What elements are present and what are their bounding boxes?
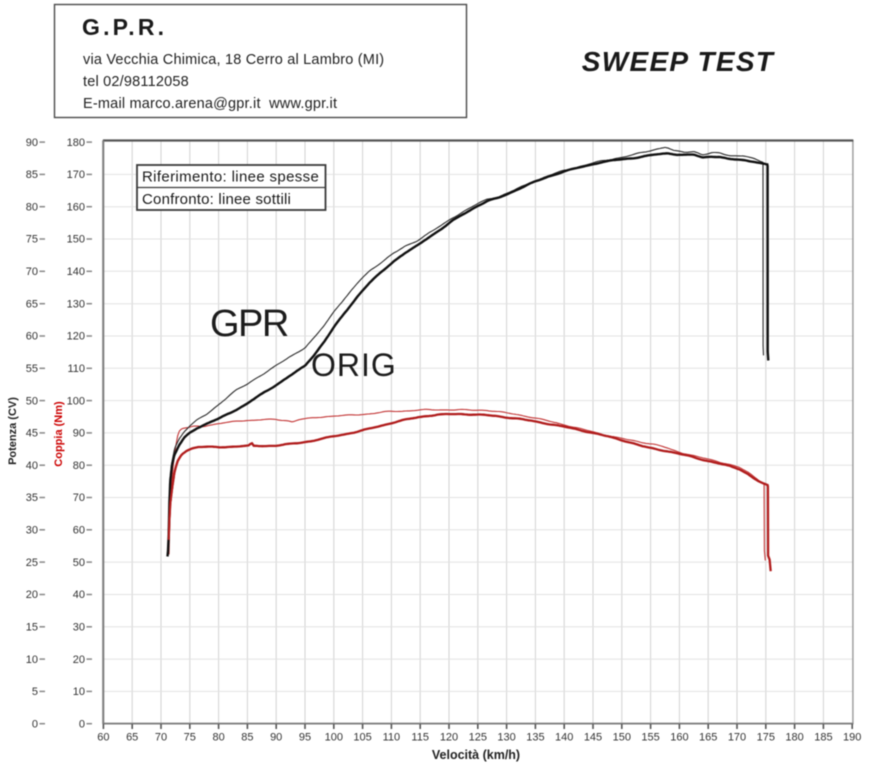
svg-text:40: 40 bbox=[73, 589, 85, 601]
svg-text:110: 110 bbox=[67, 363, 85, 375]
svg-text:135: 135 bbox=[526, 732, 544, 744]
svg-text:0: 0 bbox=[79, 718, 85, 730]
svg-text:150: 150 bbox=[613, 732, 631, 744]
svg-text:Confronto: linee sottili: Confronto: linee sottili bbox=[142, 191, 291, 208]
svg-text:ORIG: ORIG bbox=[311, 347, 397, 383]
svg-text:170: 170 bbox=[728, 732, 746, 744]
svg-text:60: 60 bbox=[97, 732, 109, 744]
svg-text:70: 70 bbox=[155, 732, 167, 744]
svg-text:10: 10 bbox=[26, 654, 38, 666]
svg-text:20: 20 bbox=[26, 589, 38, 601]
svg-text:Velocità (km/h): Velocità (km/h) bbox=[432, 748, 520, 762]
svg-text:145: 145 bbox=[584, 732, 602, 744]
svg-text:45: 45 bbox=[26, 428, 38, 440]
svg-text:180: 180 bbox=[67, 137, 85, 149]
svg-text:140: 140 bbox=[67, 266, 85, 278]
svg-text:20: 20 bbox=[73, 654, 85, 666]
svg-text:160: 160 bbox=[67, 201, 85, 213]
svg-text:60: 60 bbox=[73, 525, 85, 537]
svg-text:75: 75 bbox=[26, 234, 38, 246]
svg-text:185: 185 bbox=[814, 732, 832, 744]
svg-text:tel 02/98112058: tel 02/98112058 bbox=[83, 74, 189, 90]
svg-text:85: 85 bbox=[241, 732, 253, 744]
svg-text:90: 90 bbox=[270, 732, 282, 744]
svg-text:140: 140 bbox=[555, 732, 573, 744]
svg-text:160: 160 bbox=[670, 732, 688, 744]
svg-text:155: 155 bbox=[641, 732, 659, 744]
svg-text:GPR: GPR bbox=[210, 303, 288, 345]
svg-text:120: 120 bbox=[440, 732, 458, 744]
svg-text:5: 5 bbox=[32, 686, 38, 698]
svg-text:80: 80 bbox=[26, 201, 38, 213]
svg-text:70: 70 bbox=[73, 492, 85, 504]
svg-text:100: 100 bbox=[325, 732, 343, 744]
svg-text:80: 80 bbox=[212, 732, 224, 744]
svg-text:110: 110 bbox=[383, 732, 401, 744]
svg-text:50: 50 bbox=[26, 395, 38, 407]
svg-text:150: 150 bbox=[67, 234, 85, 246]
svg-text:Riferimento: linee spesse: Riferimento: linee spesse bbox=[142, 169, 319, 186]
svg-text:190: 190 bbox=[843, 732, 861, 744]
svg-text:85: 85 bbox=[26, 169, 38, 181]
svg-text:E-mail marco.arena@gpr.it www: E-mail marco.arena@gpr.it www.gpr.it bbox=[83, 96, 337, 112]
svg-text:130: 130 bbox=[497, 732, 515, 744]
svg-text:Potenza (CV): Potenza (CV) bbox=[7, 397, 19, 465]
svg-text:90: 90 bbox=[73, 428, 85, 440]
svg-text:G.P.R.: G.P.R. bbox=[82, 14, 167, 40]
svg-text:65: 65 bbox=[26, 298, 38, 310]
svg-text:65: 65 bbox=[126, 732, 138, 744]
svg-text:30: 30 bbox=[26, 525, 38, 537]
svg-text:55: 55 bbox=[26, 363, 38, 375]
svg-text:70: 70 bbox=[26, 266, 38, 278]
svg-text:60: 60 bbox=[26, 331, 38, 343]
svg-text:via Vecchia Chimica, 18 Cerro: via Vecchia Chimica, 18 Cerro al Lambro … bbox=[83, 52, 384, 68]
svg-text:120: 120 bbox=[67, 331, 85, 343]
svg-text:165: 165 bbox=[699, 732, 717, 744]
svg-text:175: 175 bbox=[757, 732, 775, 744]
svg-text:115: 115 bbox=[411, 732, 429, 744]
svg-text:95: 95 bbox=[299, 732, 311, 744]
svg-text:100: 100 bbox=[67, 395, 85, 407]
svg-text:50: 50 bbox=[73, 557, 85, 569]
svg-text:105: 105 bbox=[353, 732, 371, 744]
svg-text:0: 0 bbox=[32, 718, 38, 730]
svg-text:170: 170 bbox=[67, 169, 85, 181]
svg-text:125: 125 bbox=[469, 732, 487, 744]
svg-text:180: 180 bbox=[785, 732, 803, 744]
svg-text:35: 35 bbox=[26, 492, 38, 504]
svg-text:15: 15 bbox=[26, 622, 38, 634]
svg-text:75: 75 bbox=[184, 732, 196, 744]
svg-text:40: 40 bbox=[26, 460, 38, 472]
svg-text:10: 10 bbox=[73, 686, 85, 698]
svg-text:SWEEP TEST: SWEEP TEST bbox=[582, 46, 776, 77]
svg-text:80: 80 bbox=[73, 460, 85, 472]
svg-text:30: 30 bbox=[73, 622, 85, 634]
svg-text:25: 25 bbox=[26, 557, 38, 569]
svg-text:130: 130 bbox=[67, 298, 85, 310]
svg-text:90: 90 bbox=[26, 137, 38, 149]
svg-text:Coppia (Nm): Coppia (Nm) bbox=[53, 401, 65, 467]
